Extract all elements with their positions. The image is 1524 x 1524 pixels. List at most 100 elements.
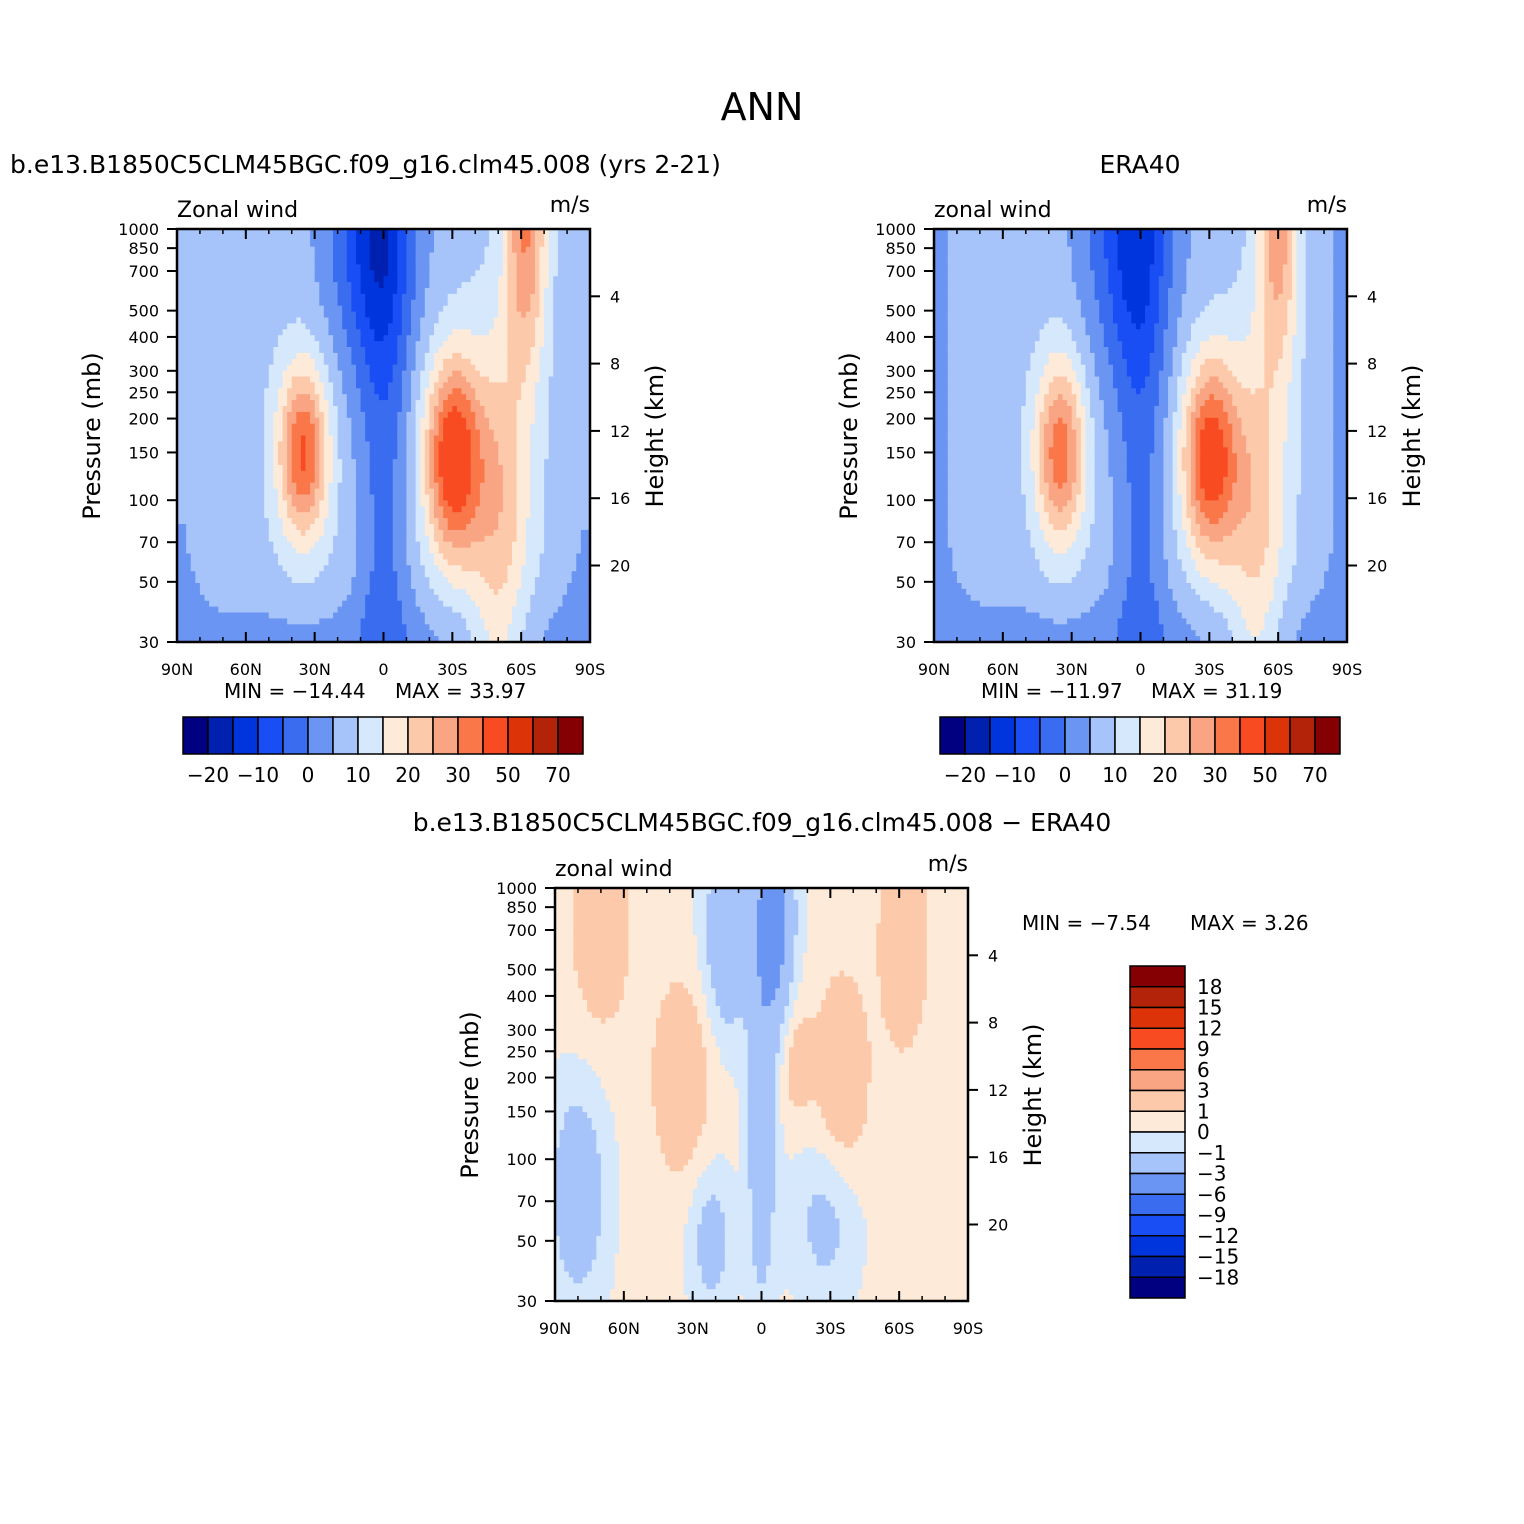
contour-cell	[1177, 600, 1210, 608]
contour-cell	[1287, 311, 1298, 319]
contour-cell	[1172, 482, 1178, 490]
colorbar-box	[1214, 716, 1241, 755]
contour-cell	[507, 305, 518, 313]
contour-cell	[775, 1183, 850, 1190]
contour-cell	[1333, 335, 1348, 342]
contour-cell	[1044, 423, 1054, 431]
contour-cell	[470, 465, 486, 472]
contour-cell	[793, 964, 804, 972]
contour-cell	[844, 1177, 969, 1184]
contour-cell	[355, 234, 371, 242]
contour-cell	[1264, 311, 1288, 319]
contour-cell	[1163, 447, 1174, 454]
contour-cell	[1099, 388, 1119, 395]
contour-cell	[1195, 382, 1206, 389]
contour-cell	[880, 982, 928, 989]
contour-cell	[947, 535, 1031, 543]
contour-cell	[724, 1247, 753, 1255]
x-tick-label: 60N	[230, 660, 262, 679]
contour-cell	[406, 441, 417, 448]
contour-cell	[355, 541, 375, 549]
contour-cell	[692, 994, 708, 1001]
contour-cell	[424, 529, 435, 537]
contour-cell	[1034, 506, 1045, 513]
contour-cell	[1154, 246, 1165, 254]
contour-cell	[470, 541, 513, 549]
contour-cell	[807, 911, 882, 919]
contour-cell	[770, 1253, 818, 1261]
contour-cell	[415, 282, 430, 289]
contour-cell	[724, 1153, 740, 1160]
contour-cell	[1333, 329, 1348, 336]
contour-cell	[688, 1206, 703, 1214]
contour-cell	[1195, 429, 1201, 437]
contour-cell	[1122, 282, 1151, 289]
contour-cell	[1034, 423, 1041, 431]
contour-cell	[420, 541, 430, 549]
contour-cell	[1291, 341, 1307, 348]
contour-cell	[784, 917, 799, 924]
colorbar-label: 0	[1197, 1120, 1210, 1144]
contour-cell	[1282, 606, 1311, 614]
contour-cell	[1085, 465, 1096, 472]
contour-cell	[747, 1094, 776, 1101]
contour-cell	[779, 1035, 786, 1042]
contour-cell	[530, 494, 545, 501]
contour-cell	[1246, 618, 1265, 625]
contour-cell	[1200, 364, 1229, 372]
contour-cell	[1287, 382, 1302, 389]
y-tick-label: 850	[885, 239, 916, 258]
contour-cell	[516, 264, 536, 271]
contour-cell	[720, 1011, 786, 1019]
contour-cell	[401, 370, 412, 378]
contour-cell	[966, 588, 1105, 596]
contour-cell	[600, 1200, 620, 1208]
contour-cell	[555, 1194, 602, 1202]
contour-cell	[1021, 417, 1036, 425]
contour-cell	[319, 465, 325, 472]
contour-cell	[333, 453, 339, 460]
contour-cell	[177, 234, 311, 242]
contour-cell	[1223, 512, 1247, 519]
contour-cell	[1236, 406, 1270, 413]
contour-cell	[420, 417, 430, 425]
contour-cell	[1333, 364, 1348, 372]
contour-cell	[1291, 352, 1307, 360]
contour-cell	[793, 935, 808, 942]
contour-cell	[1200, 347, 1265, 354]
contour-cell	[420, 476, 426, 484]
contour-cell	[1264, 547, 1279, 555]
contour-cell	[926, 923, 969, 930]
contour-cell	[701, 1171, 749, 1178]
contour-cell	[1094, 476, 1114, 484]
y-tick-label: 300	[506, 1021, 537, 1040]
contour-cell	[770, 1224, 808, 1231]
contour-cell	[934, 453, 949, 460]
contour-cell	[834, 1165, 969, 1172]
contour-cell	[319, 406, 330, 413]
contour-cell	[411, 370, 421, 378]
contour-cell	[177, 329, 284, 336]
contour-cell	[1264, 370, 1275, 378]
contour-cell	[337, 518, 357, 525]
contour-cell	[1200, 524, 1238, 531]
contour-cell	[706, 1106, 740, 1113]
contour-cell	[433, 364, 444, 372]
contour-cell	[314, 276, 334, 283]
contour-cell	[447, 518, 472, 525]
contour-cell	[1131, 565, 1151, 572]
contour-cell	[784, 1289, 790, 1296]
contour-cell	[1021, 482, 1036, 490]
contour-cell	[1021, 441, 1031, 448]
contour-cell	[1181, 352, 1197, 360]
contour-cell	[697, 935, 708, 942]
contour-cell	[952, 565, 1041, 572]
contour-cell	[701, 970, 712, 978]
contour-cell	[470, 441, 481, 448]
contour-cell	[1291, 240, 1298, 248]
y2-axis-label: Height (km)	[641, 365, 669, 508]
y-tick-label: 200	[506, 1069, 537, 1088]
contour-cell	[807, 1224, 841, 1231]
contour-cell	[1301, 488, 1334, 496]
contour-cell	[1112, 518, 1132, 525]
